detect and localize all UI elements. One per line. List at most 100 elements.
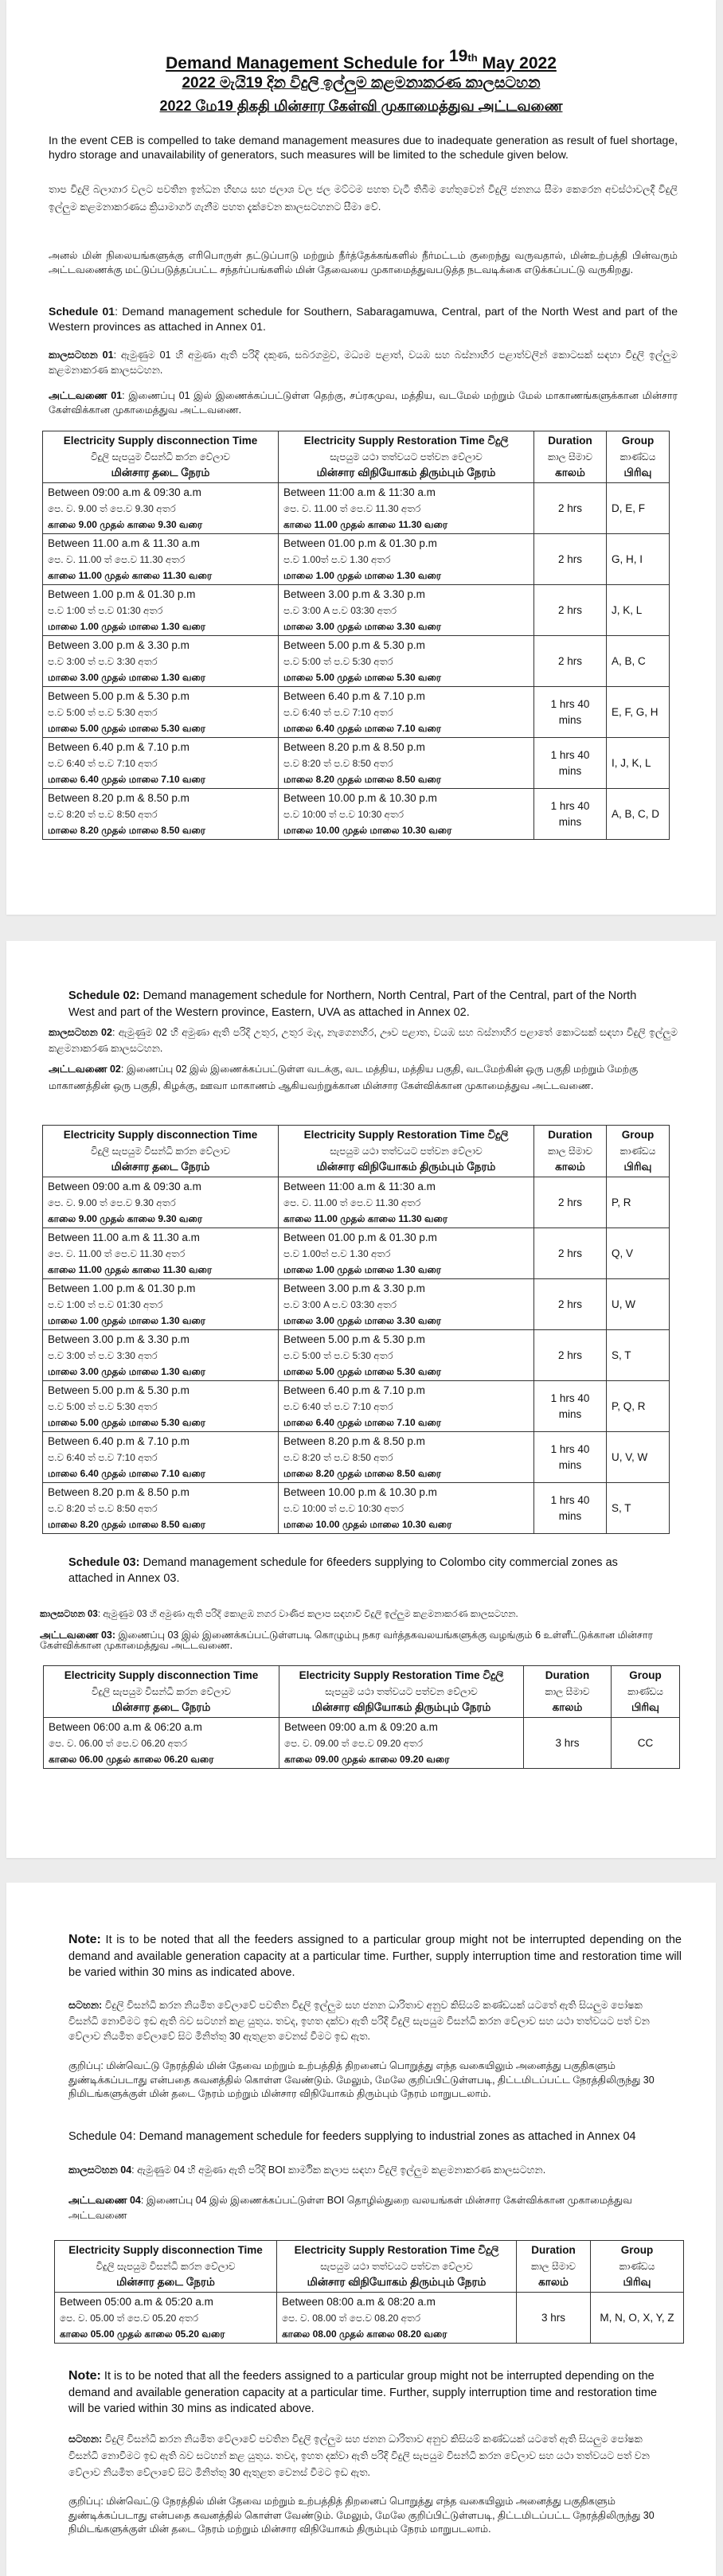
disconnection-time-cell: Between 11.00 a.m & 11.30 a.m පෙ. ව. 11.0… [42, 533, 279, 585]
time-line: காலை 9.00 முதல் காலை 9.30 வரை [48, 518, 203, 530]
header-line: විදුලි සැපයුම විසන්ධි කරන වේලාව [91, 1146, 230, 1157]
header-line: Electricity Supply Restoration Time විදු… [299, 1669, 504, 1681]
schedule-01-sinhala-text: : ඇමුණුම 01 හි අමුණා ඇති පරිදි දකුණ, සබර… [49, 349, 678, 376]
note-tamil: குறிப்பு: மின்வெட்டு நேரத்தில் மின் தேவை… [68, 2060, 655, 2100]
table-header-row: Electricity Supply disconnection Time විද… [54, 2240, 684, 2293]
schedule-03-text: Demand management schedule for 6feeders … [68, 1556, 618, 1585]
header-line: காலம் [555, 1161, 585, 1173]
column-header-disconnection: Electricity Supply disconnection Time විද… [54, 2240, 277, 2293]
page-title-tamil: 2022 மே19 திகதி மின்சார கேள்வி முகாமைத்த… [159, 98, 563, 114]
time-line: Between 05:00 a.m & 05:20 a.m [60, 2295, 213, 2308]
table-row: Between 3.00 p.m & 3.30 p.m ප.ව 3:00 ත් ප… [42, 635, 670, 687]
time-line: Between 11:00 a.m & 11:30 a.m [283, 1180, 436, 1192]
duration-cell: 1 hrs 40 mins [533, 1380, 607, 1432]
header-line: மின்சார விநியோகம் திரும்பும் நேரம் [316, 1161, 496, 1173]
disconnection-time-cell: Between 6.40 p.m & 7.10 p.m ප.ව 6:40 ත් ප… [42, 1431, 279, 1483]
time-line: ප.ව 1:00 ත් ප.ව 01:30 අතර [48, 1298, 163, 1310]
header-line: Group [620, 2244, 654, 2256]
duration-cell: 2 hrs [533, 584, 607, 636]
header-line: மின்சார விநியோகம் திரும்பும் நேரம் [316, 466, 496, 478]
duration-cell: 1 hrs 40 mins [533, 788, 607, 840]
header-line: பிரிவு [623, 1161, 652, 1173]
time-line: மாலை 8.20 முதல் மாலை 8.50 வரை [48, 824, 206, 836]
column-header-group: Group කාණ්ඩය பிரிவு [606, 431, 670, 483]
time-line: ප.ව 6:40 ත් ප.ව 7:10 අතර [283, 706, 393, 718]
duration-cell: 2 hrs [533, 533, 607, 585]
note-2-english: Note: It is to be noted that all the fee… [68, 2368, 666, 2418]
time-line: Between 01.00 p.m & 01.30 p.m [283, 1231, 437, 1243]
time-line: ප.ව 5:00 ත් ප.ව 5:30 අතර [48, 706, 158, 718]
header-line: කාණ්ඩය [619, 451, 656, 463]
header-line: කාල සීමාව [530, 2261, 576, 2272]
note-english: Note: It is to be noted that all the fee… [68, 1932, 682, 1981]
header-line: කාල සීමාව [545, 1686, 590, 1697]
time-line: Between 11:00 a.m & 11:30 a.m [283, 486, 436, 498]
schedule-04-tamil-text: : இணைப்பு 04 இல் இணைக்கப்பட்டுள்ள BOI தொ… [68, 2195, 632, 2221]
header-line: மின்சார தடை நேரம் [111, 1161, 210, 1173]
column-header-disconnection: Electricity Supply disconnection Time විද… [42, 1125, 279, 1177]
time-line: Between 08:00 a.m & 08:20 a.m [282, 2295, 436, 2308]
time-line: மாலை 8.20 முதல் மாலை 8.50 வரை [283, 1467, 442, 1479]
schedule-03-heading: Schedule 03: Demand management schedule … [68, 1555, 650, 1587]
time-line: காலை 11.00 முதல் காலை 11.30 வரை [48, 1263, 213, 1275]
table-row: Between 6.40 p.m & 7.10 p.m ප.ව 6:40 ත් ප… [42, 1431, 670, 1483]
schedule-02-sinhala-text: : ඇමුණුම 02 හි අමුණා ඇති පරිදි උතුර, උතු… [49, 1027, 678, 1054]
schedule-02-tamil-label: அட்டவணை 02 [49, 1064, 121, 1075]
time-line: மாலை 6.40 முதல் மாலை 7.10 வரை [48, 773, 206, 785]
time-line: மாலை 3.00 முதல் மாலை 3.30 வரை [283, 620, 442, 632]
duration-cell: 1 hrs 40 mins [533, 1431, 607, 1483]
header-line: Group [621, 435, 655, 447]
header-line: Electricity Supply disconnection Time [63, 1129, 258, 1141]
time-line: Between 06:00 a.m & 06:20 a.m [49, 1720, 202, 1733]
time-line: Between 5.00 p.m & 5.30 p.m [283, 1333, 425, 1345]
intro-tamil: அனல் மின் நிலையங்களுக்கு எரிபொருள் தட்டு… [49, 250, 678, 275]
header-line: සැපයුම යථා තත්වයට පත්වන වේලාව [320, 2261, 473, 2272]
disconnection-time-cell: Between 6.40 p.m & 7.10 p.m ප.ව 6:40 ත් ප… [42, 737, 279, 789]
time-line: ප.ව 6:40 ත් ප.ව 7:10 අතර [48, 1451, 158, 1463]
group-cell: J, K, L [606, 584, 670, 636]
time-line: Between 10.00 p.m & 10.30 p.m [283, 791, 437, 804]
time-line: පෙ. ව. 09.00 ත් පෙ.ව 09.20 අතර [284, 1737, 424, 1749]
column-header-group: Group කාණ්ඩය பிரிவு [606, 1125, 670, 1177]
schedule-04-table: Electricity Supply disconnection Time විද… [54, 2240, 684, 2344]
time-line: Between 1.00 p.m & 01.30 p.m [48, 1282, 196, 1294]
time-line: மாலை 3.00 முதல் மாலை 1.30 வரை [48, 671, 206, 683]
group-cell: CC [611, 1717, 680, 1769]
time-line: ප.ව 8:20 ත් ප.ව 8:50 අතර [48, 1502, 158, 1514]
schedule-01-tamil: அட்டவணை 01: இணைப்பு 01 இல் இணைக்கப்பட்டு… [49, 389, 678, 417]
time-line: Between 6.40 p.m & 7.10 p.m [48, 740, 190, 753]
header-line: කාල සීමාව [547, 1146, 592, 1157]
schedule-04-sinhala: කාලසටහන 04: ඇමුණුම 04 හි අමුණා ඇති පරිදි… [68, 2163, 690, 2177]
time-line: மாலை 5.00 முதல் மாலை 5.30 வரை [283, 671, 442, 683]
time-line: ප.ව 6:40 ත් ප.ව 7:10 අතර [48, 757, 158, 769]
table-header-row: Electricity Supply disconnection Time විද… [43, 1665, 680, 1718]
time-line: පෙ. ව. 11.00 ත් පෙ.ව 11.30 අතර [48, 553, 186, 565]
column-header-duration: Duration කාල සීමාව காலம் [533, 1125, 607, 1177]
disconnection-time-cell: Between 3.00 p.m & 3.30 p.m ප.ව 3:00 ත් ප… [42, 1329, 279, 1381]
header-line: සැපයුම යථා තත්වයට පත්වන වේලාව [330, 451, 483, 463]
schedule-01-tamil-label: அட்டவணை 01 [49, 390, 123, 401]
disconnection-time-cell: Between 5.00 p.m & 5.30 p.m ප.ව 5:00 ත් ප… [42, 686, 279, 738]
time-line: மாலை 5.00 முதல் மாலை 5.30 வரை [48, 722, 206, 734]
time-line: පෙ. ව. 08.00 ත් පෙ.ව 08.20 අතර [282, 2312, 421, 2324]
restoration-time-cell: Between 8.20 p.m & 8.50 p.m ප.ව 8:20 ත් ප… [278, 1431, 534, 1483]
header-line: மின்சார தடை நேரம் [111, 1701, 211, 1713]
note-sinhala: සටහන: විදුලි විසන්ධි කරන නියමිත වේලාවේ ප… [68, 1998, 666, 2045]
table-row: Between 6.40 p.m & 7.10 p.m ප.ව 6:40 ත් ප… [42, 737, 670, 789]
time-line: மாலை 1.00 முதல் மாலை 1.30 வரை [283, 1263, 442, 1275]
header-line: Electricity Supply disconnection Time [63, 435, 258, 447]
group-cell: I, J, K, L [606, 737, 670, 789]
schedule-04-sinhala-label: කාලසටහන 04 [68, 2164, 132, 2176]
group-cell: Q, V [606, 1228, 670, 1279]
disconnection-time-cell: Between 09:00 a.m & 09:30 a.m පෙ. ව. 9.00… [42, 1177, 279, 1228]
group-cell: P, Q, R [606, 1380, 670, 1432]
schedule-03-tamil-text: இணைப்பு 03 இல் இணைக்கப்பட்டுள்ளபடி கொழும… [40, 1630, 653, 1651]
schedule-03-sinhala-label: කාලසටහන 03 [40, 1610, 98, 1619]
time-line: காலை 06.00 முதல் காலை 06.20 வரை [49, 1753, 214, 1765]
restoration-time-cell: Between 11:00 a.m & 11:30 a.m පෙ. ව. 11.0… [278, 1177, 534, 1228]
time-line: மாலை 10.00 முதல் மாலை 10.30 வரை [283, 824, 452, 836]
document-page-3: Note: It is to be noted that all the fee… [6, 1883, 716, 2576]
page-title-english: Demand Management Schedule for 19th May … [6, 46, 716, 74]
restoration-time-cell: Between 08:00 a.m & 08:20 a.m පෙ. ව. 08.0… [276, 2292, 517, 2344]
time-line: ප.ව 5:00 ත් ප.ව 5:30 අතර [283, 1349, 393, 1361]
